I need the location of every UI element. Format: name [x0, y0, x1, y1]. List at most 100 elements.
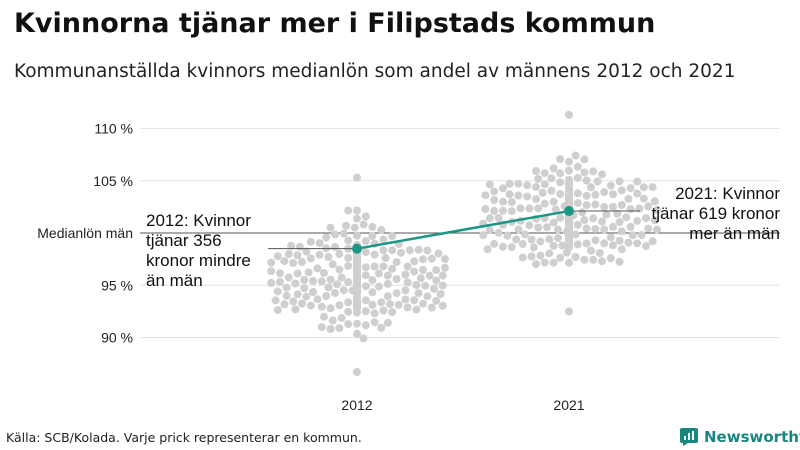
municipality-dot — [361, 282, 370, 291]
municipality-dot — [335, 249, 344, 258]
municipality-dot — [617, 245, 626, 254]
municipality-dot — [419, 299, 427, 308]
municipality-dot — [485, 180, 494, 189]
municipality-dot — [432, 266, 441, 274]
municipality-dot — [565, 188, 573, 197]
highlight-dot — [352, 243, 362, 254]
municipality-dot — [379, 262, 388, 271]
municipality-dot — [386, 300, 394, 309]
municipality-dot — [554, 225, 562, 234]
source-note: Källa: SCB/Kolada. Varje prick represent… — [6, 430, 362, 445]
municipality-dot — [540, 258, 549, 267]
municipality-dot — [481, 205, 490, 213]
municipality-dot — [499, 197, 507, 206]
annotation-line: tjänar 356 — [146, 231, 222, 250]
municipality-dot — [490, 239, 499, 248]
municipality-dot — [580, 155, 589, 164]
municipality-dot — [350, 223, 359, 232]
municipality-dot — [282, 291, 291, 300]
municipality-dot — [368, 288, 377, 297]
municipality-dot — [414, 245, 423, 254]
municipality-dot — [361, 271, 370, 280]
municipality-dot — [423, 246, 432, 255]
municipality-dot — [339, 286, 348, 295]
municipality-dot — [536, 237, 545, 246]
municipality-dot — [613, 209, 622, 218]
municipality-dot — [284, 273, 293, 282]
municipality-dot — [375, 282, 383, 291]
municipality-dot — [423, 292, 432, 301]
municipality-dot — [565, 157, 573, 166]
municipality-dot — [410, 296, 419, 305]
municipality-dot — [383, 318, 392, 327]
municipality-dot — [582, 191, 591, 200]
municipality-dot — [573, 189, 582, 198]
municipality-dot — [653, 225, 661, 234]
municipality-dot — [481, 191, 490, 200]
municipality-dot — [370, 262, 379, 271]
municipality-dot — [527, 235, 536, 244]
municipality-dot — [639, 194, 648, 203]
municipality-dot — [434, 249, 443, 258]
municipality-dot — [565, 258, 573, 267]
municipality-dot — [388, 246, 397, 255]
municipality-dot — [315, 250, 324, 259]
municipality-dot — [556, 190, 565, 199]
municipality-dot — [344, 298, 353, 307]
municipality-dot — [383, 271, 392, 280]
municipality-dot — [483, 245, 492, 254]
municipality-dot — [368, 300, 377, 309]
municipality-dot — [306, 301, 315, 310]
municipality-dot — [536, 251, 545, 260]
municipality-dot — [276, 277, 284, 286]
municipality-dot — [353, 257, 361, 266]
municipality-dot — [379, 246, 388, 255]
municipality-dot — [540, 169, 549, 178]
municipality-dot — [538, 188, 547, 197]
municipality-dot — [617, 201, 626, 209]
municipality-dot — [624, 194, 633, 203]
municipality-dot — [582, 224, 591, 233]
x-category-label: 2021 — [553, 397, 584, 413]
municipality-dot — [573, 162, 582, 171]
municipality-dot — [626, 205, 635, 214]
municipality-dot — [302, 247, 311, 256]
municipality-dot — [527, 252, 536, 261]
municipality-dot — [368, 232, 377, 240]
municipality-dot — [401, 270, 410, 279]
municipality-dot — [633, 177, 642, 186]
municipality-dot — [335, 324, 344, 333]
municipality-dot — [377, 298, 386, 307]
municipality-dot — [556, 169, 565, 178]
municipality-dot — [573, 199, 582, 208]
municipality-dot — [565, 197, 573, 206]
municipality-dot — [545, 235, 554, 244]
municipality-dot — [353, 293, 361, 302]
municipality-dot — [589, 167, 598, 176]
municipality-dot — [591, 190, 600, 199]
municipality-dot — [353, 286, 361, 295]
municipality-dot — [335, 301, 344, 310]
municipality-dot — [410, 267, 419, 276]
highlight-connector-line — [356, 209, 570, 250]
chart-subtitle: Kommunanställda kvinnors medianlön som a… — [14, 61, 736, 82]
municipality-dot — [516, 204, 525, 213]
municipality-dot — [368, 222, 377, 231]
municipality-dot — [344, 236, 353, 245]
municipality-dot — [593, 177, 602, 186]
municipality-dot — [291, 305, 300, 314]
municipality-dot — [534, 174, 543, 183]
municipality-dot — [505, 179, 514, 188]
municipality-dot — [628, 231, 637, 240]
municipality-dot — [532, 183, 540, 191]
municipality-dot — [571, 253, 580, 261]
municipality-dot — [291, 279, 300, 288]
municipality-dot — [600, 239, 609, 248]
municipality-dot — [432, 276, 441, 285]
municipality-dot — [401, 295, 410, 304]
municipality-dot — [573, 240, 582, 249]
y-tick-label: 110 % — [94, 121, 133, 137]
municipality-dot — [534, 204, 543, 213]
annotation-line: 2021: Kvinnor — [675, 184, 780, 203]
municipality-dot — [565, 307, 573, 316]
